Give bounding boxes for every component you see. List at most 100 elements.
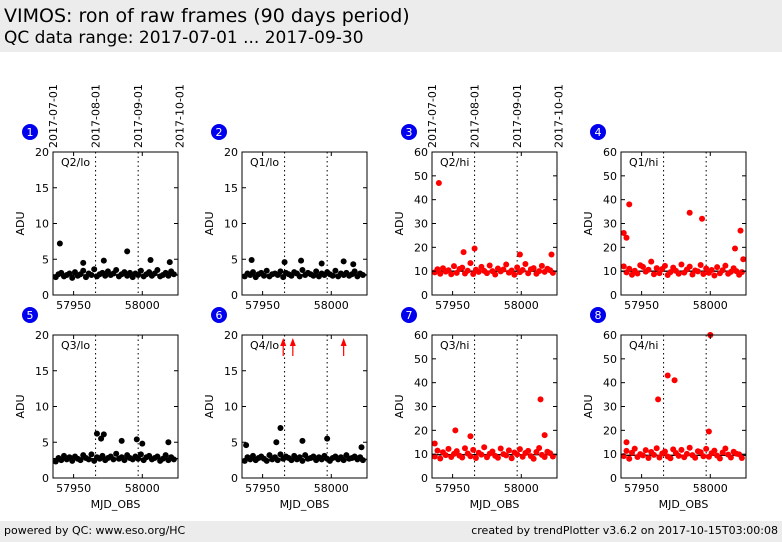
y-tick-label: 0	[231, 289, 238, 302]
panel-number-label: 1	[27, 126, 34, 139]
data-point	[450, 263, 457, 270]
data-point	[714, 264, 721, 271]
y-tick-label: 0	[421, 472, 428, 485]
data-point	[653, 265, 660, 272]
data-point	[296, 273, 303, 280]
data-point	[503, 261, 510, 268]
data-point	[508, 455, 515, 462]
data-point	[655, 396, 662, 403]
data-point	[263, 267, 270, 274]
y-axis-label: ADU	[393, 211, 406, 235]
data-point	[653, 445, 660, 452]
page-subtitle: QC data range: 2017-07-01 ... 2017-09-30	[4, 28, 364, 48]
data-point	[620, 263, 627, 270]
data-point	[442, 452, 449, 459]
x-axis-label: MJD_OBS	[470, 498, 520, 511]
y-tick-label: 10	[35, 218, 49, 231]
data-point	[273, 439, 280, 446]
data-point	[525, 447, 532, 454]
x-tick-label: 57950	[435, 482, 470, 495]
data-point	[135, 455, 142, 462]
data-point	[340, 457, 347, 464]
data-point	[280, 274, 287, 281]
data-point	[483, 270, 490, 277]
y-tick-label: 5	[42, 253, 49, 266]
y-tick-label: 20	[35, 146, 49, 159]
y-tick-label: 20	[224, 146, 238, 159]
data-point	[437, 270, 444, 277]
data-point	[650, 271, 657, 278]
data-point	[467, 260, 474, 267]
data-point	[530, 265, 537, 272]
data-point	[722, 262, 729, 269]
data-point	[470, 446, 477, 453]
date-tick-label: 2017-09-01	[511, 84, 524, 148]
panel-number-badge	[401, 307, 417, 323]
data-point	[248, 256, 255, 263]
data-point	[154, 266, 161, 273]
data-point	[93, 430, 100, 437]
data-point	[683, 450, 690, 457]
data-point	[69, 274, 76, 281]
data-point	[460, 249, 467, 256]
data-point	[740, 256, 747, 263]
data-point	[686, 444, 693, 451]
data-point	[298, 257, 305, 264]
data-point	[737, 227, 744, 234]
data-point	[102, 272, 109, 279]
data-point	[486, 262, 493, 269]
data-point	[80, 259, 87, 266]
y-tick-label: 0	[610, 289, 617, 302]
data-point	[708, 266, 715, 273]
y-tick-label: 5	[42, 436, 49, 449]
date-tick-label: 2017-07-01	[426, 84, 439, 148]
data-point	[481, 444, 488, 451]
data-point	[694, 268, 701, 275]
data-point	[459, 454, 466, 461]
data-point	[274, 457, 281, 464]
data-point	[359, 271, 366, 278]
y-tick-label: 30	[603, 218, 617, 231]
data-point	[699, 215, 706, 222]
y-tick-label: 50	[414, 353, 428, 366]
data-point	[472, 454, 479, 461]
data-point	[467, 453, 474, 460]
data-point	[541, 454, 548, 461]
data-point	[100, 257, 107, 264]
data-point	[727, 454, 734, 461]
data-point	[118, 437, 125, 444]
y-tick-label: 40	[414, 377, 428, 390]
y-tick-label: 50	[603, 353, 617, 366]
data-point	[711, 272, 718, 279]
data-point	[359, 457, 366, 464]
x-tick-label: 57950	[624, 482, 659, 495]
data-point	[445, 445, 452, 452]
date-tick-label: 2017-09-01	[132, 84, 145, 148]
y-tick-label: 0	[42, 472, 49, 485]
data-point	[431, 440, 438, 447]
data-point	[137, 451, 144, 458]
data-point	[661, 448, 668, 455]
data-point	[700, 271, 707, 278]
data-point	[329, 272, 336, 279]
date-tick-label: 2017-07-01	[47, 84, 60, 148]
data-point	[110, 456, 117, 463]
y-tick-label: 10	[224, 218, 238, 231]
x-tick-label: 57950	[56, 299, 91, 312]
data-point	[626, 455, 633, 462]
y-axis-label: ADU	[393, 394, 406, 418]
data-point	[661, 262, 668, 269]
data-point	[705, 428, 712, 435]
data-point	[434, 447, 441, 454]
x-tick-label: 58000	[693, 299, 728, 312]
data-point	[324, 435, 331, 442]
data-point	[623, 439, 630, 446]
data-point	[170, 456, 177, 463]
data-point	[166, 259, 173, 266]
data-point	[453, 448, 460, 455]
data-point	[318, 260, 325, 267]
data-point	[467, 433, 474, 440]
data-point	[99, 452, 106, 459]
data-point	[162, 452, 169, 459]
